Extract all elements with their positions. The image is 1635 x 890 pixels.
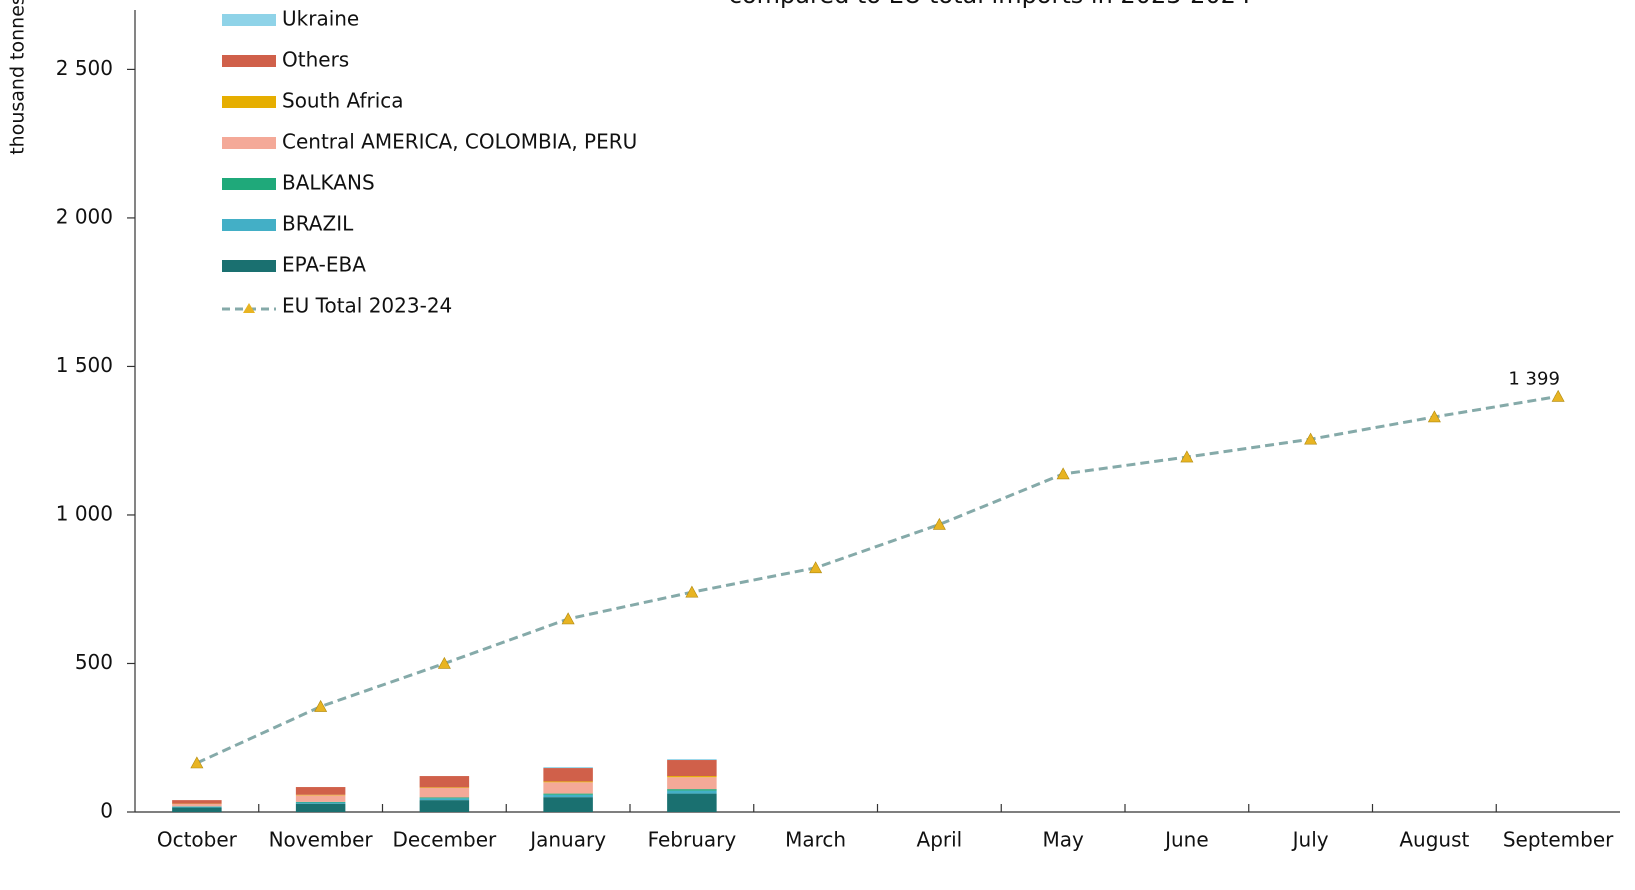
x-tick-label: December: [393, 828, 497, 852]
marker: [561, 612, 575, 625]
marker: [685, 585, 699, 598]
bar-segment: [543, 782, 593, 794]
marker: [437, 656, 451, 669]
bar-segment: [543, 794, 593, 798]
marker: [190, 756, 204, 769]
bar-segment: [419, 800, 470, 812]
marker: [932, 517, 946, 530]
x-tick-label: January: [528, 828, 606, 852]
x-tick-label: September: [1503, 828, 1614, 852]
x-tick-label: August: [1399, 828, 1469, 852]
y-tick-label: 1 500: [56, 353, 113, 377]
legend-marker: [243, 303, 255, 313]
bar-segment: [667, 777, 717, 790]
legend-swatch: [222, 137, 276, 149]
marker: [314, 699, 328, 712]
line: [196, 394, 1559, 765]
bar-segment: [419, 798, 470, 801]
legend-label: Ukraine: [282, 7, 359, 31]
legend-label: Central AMERICA, COLOMBIA, PERU: [282, 130, 637, 154]
bar-segment: [419, 797, 470, 799]
chart-title: compared to EU total imports in 2023-202…: [729, 0, 1251, 9]
bar-segment: [667, 793, 717, 812]
bar-segment: [295, 801, 346, 803]
bar-segment: [667, 789, 717, 791]
bar-segment: [419, 776, 470, 788]
y-tick-label: 2 000: [56, 204, 113, 228]
marker: [1427, 410, 1441, 423]
data-label: 1 399: [1508, 368, 1560, 389]
bar-segment: [172, 807, 222, 812]
y-axis-label: thousand tonnes: [7, 0, 29, 155]
legend-label: South Africa: [282, 89, 404, 113]
bar-segment: [419, 787, 470, 788]
bar-segment: [543, 781, 593, 783]
legend-swatch: [222, 14, 276, 26]
legend-label: BALKANS: [282, 171, 375, 195]
bar-segment: [295, 787, 346, 795]
marker: [809, 561, 823, 574]
x-tick-label: February: [648, 828, 737, 852]
bar-segment: [667, 776, 717, 778]
marker: [1056, 467, 1070, 480]
bar-segment: [172, 806, 222, 808]
bar-segment: [667, 759, 717, 761]
x-tick-label: November: [269, 828, 374, 852]
y-tick-label: 500: [75, 650, 113, 674]
bar-segment: [172, 800, 222, 804]
legend-label: BRAZIL: [282, 212, 354, 236]
x-tick-label: May: [1042, 828, 1084, 852]
y-tick-label: 2 500: [56, 56, 113, 80]
bar-segment: [295, 802, 346, 804]
x-tick-label: April: [917, 828, 963, 852]
bar-segment: [295, 803, 346, 812]
legend-swatch: [222, 96, 276, 108]
bar-segment: [419, 787, 470, 798]
x-tick-label: March: [785, 828, 846, 852]
bar-segment: [543, 797, 593, 812]
bar-segment: [172, 803, 222, 807]
x-tick-label: June: [1163, 828, 1209, 852]
legend-swatch: [222, 178, 276, 190]
y-tick-label: 1 000: [56, 501, 113, 525]
bar-segment: [667, 790, 717, 794]
bar-segment: [543, 793, 593, 795]
legend-swatch: [222, 219, 276, 231]
bar-segment: [295, 795, 346, 802]
bar-segment: [543, 767, 593, 769]
x-tick-label: October: [157, 828, 238, 852]
legend-swatch: [222, 260, 276, 272]
legend-swatch: [222, 55, 276, 67]
legend-label: Others: [282, 48, 349, 72]
y-tick-label: 0: [100, 799, 113, 823]
marker: [1551, 389, 1565, 402]
legend-label: EPA-EBA: [282, 253, 366, 277]
legend-label: EU Total 2023-24: [282, 294, 452, 318]
bar-segment: [543, 768, 593, 782]
marker: [1180, 450, 1194, 463]
bar-segment: [295, 794, 346, 796]
marker: [1304, 432, 1318, 445]
bar-segment: [667, 760, 717, 777]
x-tick-label: July: [1291, 828, 1329, 852]
